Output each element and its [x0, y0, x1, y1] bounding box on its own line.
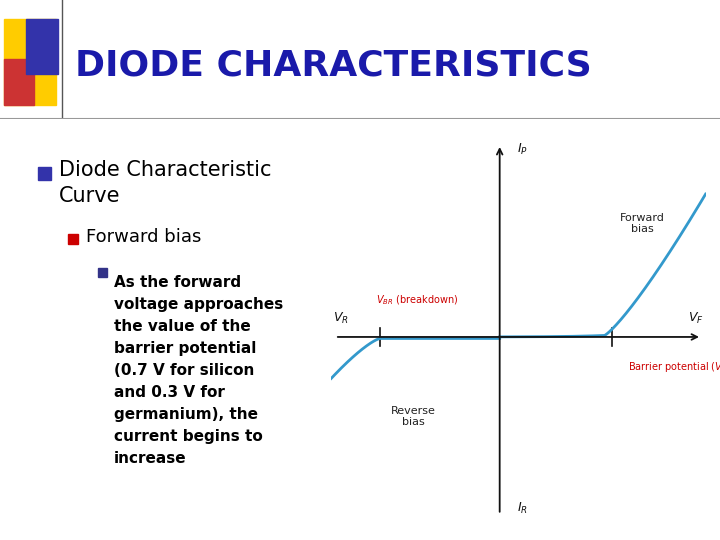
Text: Diode Characteristic: Diode Characteristic: [59, 160, 271, 180]
Text: As the forward: As the forward: [114, 275, 241, 290]
Text: germanium), the: germanium), the: [114, 407, 258, 422]
Text: Reverse
bias: Reverse bias: [391, 406, 436, 427]
Bar: [26, 19, 58, 73]
Bar: [98, 268, 107, 277]
Text: (0.7 V for silicon: (0.7 V for silicon: [114, 363, 254, 378]
Text: Forward
bias: Forward bias: [619, 213, 665, 234]
Text: current begins to: current begins to: [114, 429, 263, 444]
Text: $V_F$: $V_F$: [688, 310, 704, 326]
Bar: [68, 234, 78, 244]
Text: the value of the: the value of the: [114, 319, 251, 334]
Text: and 0.3 V for: and 0.3 V for: [114, 385, 225, 400]
Text: Curve: Curve: [59, 186, 120, 206]
Text: Barrier potential ($V_B$): Barrier potential ($V_B$): [628, 360, 720, 374]
Bar: [38, 167, 51, 180]
Text: $V_R$: $V_R$: [333, 310, 348, 326]
Text: DIODE CHARACTERISTICS: DIODE CHARACTERISTICS: [75, 49, 592, 82]
Bar: [4, 19, 56, 105]
Bar: [4, 59, 34, 105]
Text: barrier potential: barrier potential: [114, 341, 256, 356]
Text: increase: increase: [114, 451, 186, 466]
Text: $I_P$: $I_P$: [517, 143, 528, 157]
Text: $V_{BR}$ (breakdown): $V_{BR}$ (breakdown): [376, 293, 459, 307]
Text: $I_R$: $I_R$: [517, 502, 528, 516]
Text: voltage approaches: voltage approaches: [114, 297, 283, 312]
Text: Forward bias: Forward bias: [86, 228, 202, 246]
